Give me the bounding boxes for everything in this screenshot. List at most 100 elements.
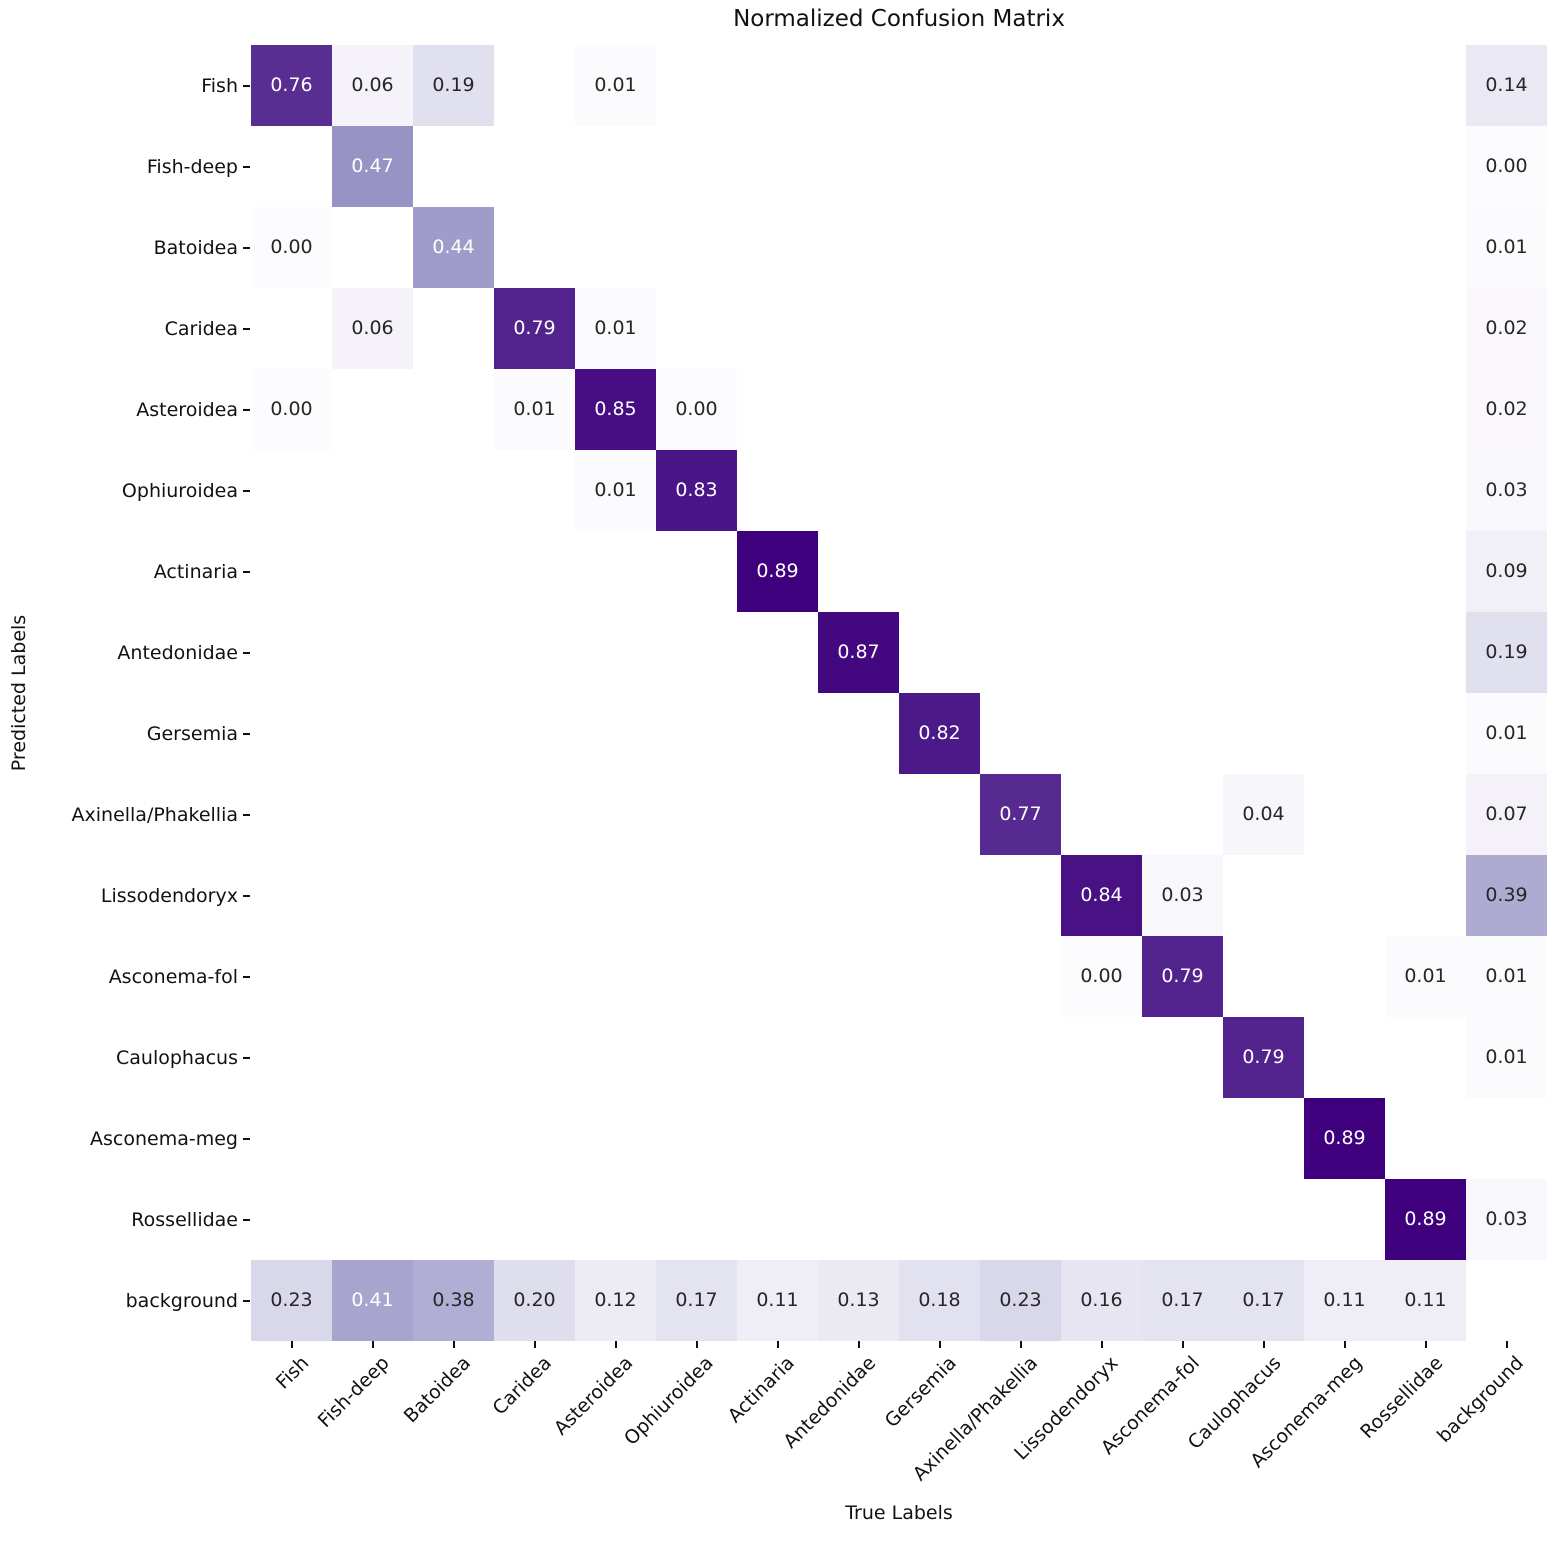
- heatmap-cell: [1223, 288, 1304, 369]
- heatmap-cell: [1142, 1179, 1223, 1260]
- heatmap-cell: [494, 45, 575, 126]
- heatmap-cell: [1061, 45, 1142, 126]
- heatmap-cell: 0.12: [575, 1260, 656, 1341]
- heatmap-cell: [980, 207, 1061, 288]
- y-tick-label: Asconema-fol: [108, 965, 238, 988]
- y-tick-mark: [243, 247, 250, 249]
- heatmap-cell: [251, 531, 332, 612]
- heatmap-cell: 0.00: [1466, 126, 1547, 207]
- heatmap-cell: [1385, 1098, 1466, 1179]
- x-tick-label: Asteroidea: [549, 1352, 638, 1440]
- x-tick-label: background: [1433, 1352, 1529, 1448]
- heatmap-cell: [1142, 126, 1223, 207]
- heatmap-cell: [1061, 126, 1142, 207]
- heatmap-cell: [413, 774, 494, 855]
- heatmap-cell: [1385, 288, 1466, 369]
- heatmap-cell: [656, 126, 737, 207]
- heatmap-cell: 0.79: [494, 288, 575, 369]
- heatmap-cell: [494, 207, 575, 288]
- y-tick-label: Asteroidea: [136, 398, 238, 421]
- heatmap-cell: [1304, 693, 1385, 774]
- y-tick-mark: [243, 166, 250, 168]
- heatmap-cell: [251, 693, 332, 774]
- heatmap-cell: [1061, 774, 1142, 855]
- x-tick-mark: [857, 1341, 860, 1348]
- heatmap-cell: [737, 693, 818, 774]
- heatmap-cell: [899, 612, 980, 693]
- y-tick-mark: [243, 895, 250, 897]
- y-tick-mark: [243, 1138, 250, 1140]
- heatmap-cell: 0.06: [332, 45, 413, 126]
- heatmap-cell: 0.44: [413, 207, 494, 288]
- heatmap-cell: [1061, 531, 1142, 612]
- heatmap-cell: [494, 1179, 575, 1260]
- heatmap-cell: [980, 45, 1061, 126]
- heatmap-cell: 0.17: [1223, 1260, 1304, 1341]
- heatmap-cell: [575, 126, 656, 207]
- heatmap-cell: [737, 126, 818, 207]
- heatmap-cell: [1142, 774, 1223, 855]
- heatmap-cell: [1061, 450, 1142, 531]
- heatmap-cell: [332, 693, 413, 774]
- heatmap-cell: 0.39: [1466, 855, 1547, 936]
- y-tick-label: Ophiuroidea: [121, 479, 238, 502]
- heatmap-cell: [251, 936, 332, 1017]
- heatmap-cell: [737, 45, 818, 126]
- x-tick-mark: [290, 1341, 293, 1348]
- heatmap-cell: [413, 369, 494, 450]
- heatmap-cell: [1304, 531, 1385, 612]
- heatmap-cell: [1142, 288, 1223, 369]
- heatmap-cell: [413, 693, 494, 774]
- heatmap-cell: [1304, 126, 1385, 207]
- heatmap-cell: 0.14: [1466, 45, 1547, 126]
- x-tick-label: Batoidea: [399, 1352, 476, 1428]
- x-tick-label: Fish-deep: [314, 1352, 395, 1432]
- heatmap-cell: [1385, 612, 1466, 693]
- heatmap-cell: 0.11: [1304, 1260, 1385, 1341]
- x-tick-label: Caridea: [488, 1352, 557, 1420]
- heatmap-cell: [1304, 1017, 1385, 1098]
- heatmap-cell: [980, 126, 1061, 207]
- heatmap-cell: 0.03: [1466, 450, 1547, 531]
- heatmap-cell: [1061, 1179, 1142, 1260]
- heatmap-cell: 0.19: [1466, 612, 1547, 693]
- heatmap-cell: [251, 126, 332, 207]
- heatmap-cell: [1385, 855, 1466, 936]
- heatmap-cell: 0.77: [980, 774, 1061, 855]
- heatmap-cell: [494, 1098, 575, 1179]
- heatmap-cell: [737, 1179, 818, 1260]
- heatmap-cell: [818, 369, 899, 450]
- x-tick-mark: [614, 1341, 617, 1348]
- heatmap-cell: [899, 288, 980, 369]
- y-tick-label: Actinaria: [153, 560, 238, 583]
- x-tick-mark: [1424, 1341, 1427, 1348]
- heatmap-cell: [1304, 45, 1385, 126]
- heatmap-cell: [494, 612, 575, 693]
- heatmap-cell: 0.09: [1466, 531, 1547, 612]
- heatmap-cell: [1223, 45, 1304, 126]
- heatmap-cell: [1223, 855, 1304, 936]
- heatmap-cell: 0.20: [494, 1260, 575, 1341]
- heatmap-cell: [251, 774, 332, 855]
- heatmap-cell: [818, 450, 899, 531]
- heatmap-cell: [818, 45, 899, 126]
- heatmap-cell: [332, 207, 413, 288]
- heatmap-cell: [818, 531, 899, 612]
- heatmap-cell: [1142, 612, 1223, 693]
- y-tick-mark: [243, 571, 250, 573]
- y-tick-label: Lissodendoryx: [100, 884, 238, 907]
- heatmap-cell: [1385, 369, 1466, 450]
- heatmap-cell: 0.03: [1466, 1179, 1547, 1260]
- heatmap-cell: 0.83: [656, 450, 737, 531]
- heatmap-cell: [251, 1179, 332, 1260]
- heatmap-cell: [818, 288, 899, 369]
- heatmap-cell: 0.00: [1061, 936, 1142, 1017]
- heatmap-cell: 0.01: [1466, 1017, 1547, 1098]
- heatmap-cell: 0.85: [575, 369, 656, 450]
- heatmap-cell: [737, 1017, 818, 1098]
- heatmap-cell: [737, 936, 818, 1017]
- heatmap-cell: [332, 1179, 413, 1260]
- heatmap-cell: [332, 369, 413, 450]
- heatmap-cell: [575, 1017, 656, 1098]
- heatmap-cell: 0.17: [656, 1260, 737, 1341]
